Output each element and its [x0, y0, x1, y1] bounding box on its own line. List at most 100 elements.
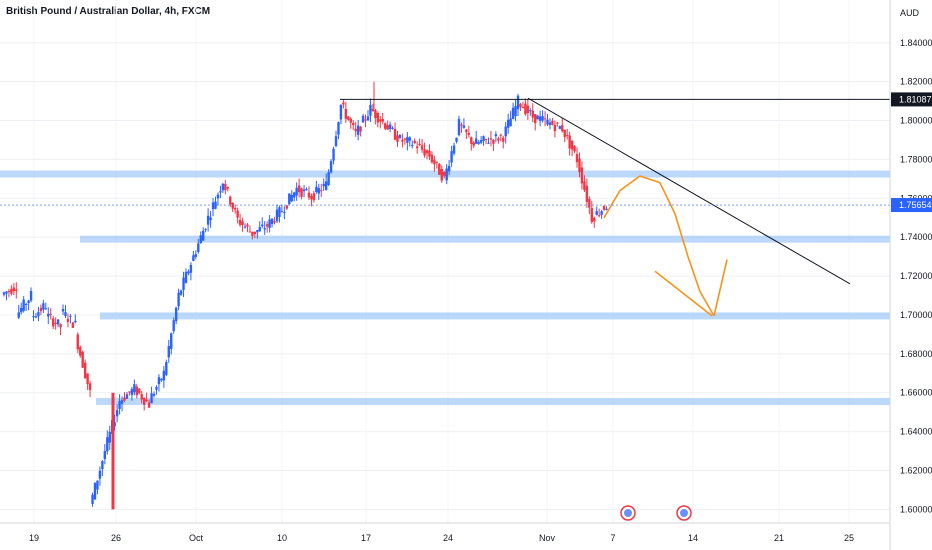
- grid-lines: [0, 0, 890, 523]
- candle-body: [79, 347, 82, 356]
- candle-body: [150, 393, 153, 404]
- candle-body: [133, 384, 136, 393]
- candle-body: [450, 151, 453, 163]
- candle-body: [556, 122, 559, 124]
- candle-body: [474, 138, 478, 144]
- candle-body: [324, 181, 328, 190]
- candle-body: [305, 189, 308, 191]
- candle-body: [113, 422, 116, 427]
- candle-body: [199, 235, 202, 244]
- candle-body: [81, 351, 84, 368]
- candle-body: [506, 119, 510, 128]
- x-tick-label: 17: [361, 533, 371, 543]
- candle-body: [125, 394, 129, 399]
- candle-body: [177, 292, 180, 307]
- candle-body: [546, 119, 549, 125]
- candle-body: [5, 291, 8, 294]
- candle-body: [470, 137, 473, 144]
- candle-body: [337, 122, 340, 135]
- candle-body: [551, 120, 554, 125]
- candle-body: [369, 104, 372, 116]
- candle-body: [295, 187, 298, 196]
- candle-body: [602, 206, 606, 210]
- candle-body: [86, 373, 89, 385]
- candle-body: [538, 116, 542, 121]
- candle-body: [452, 145, 456, 154]
- candle-body: [214, 201, 217, 209]
- candle-body: [457, 119, 461, 136]
- candle-body: [216, 194, 220, 199]
- candle-body: [98, 470, 102, 479]
- y-tick-label: 1.70000: [900, 310, 932, 320]
- candle-body: [118, 401, 121, 409]
- currency-label: AUD: [900, 8, 920, 18]
- candle-body: [423, 149, 426, 156]
- candle-body: [396, 135, 399, 142]
- candle-body: [593, 217, 596, 222]
- candle-body: [391, 127, 394, 129]
- candle-body: [288, 193, 291, 205]
- candle-body: [388, 124, 392, 129]
- candle-body: [403, 138, 407, 140]
- candle-body: [561, 125, 564, 132]
- candle-body: [460, 124, 463, 126]
- candle-body: [317, 188, 320, 194]
- projection-arrow-head-left: [654, 270, 713, 317]
- candle-body: [575, 154, 579, 163]
- candle-body: [275, 209, 279, 222]
- candle-body: [563, 129, 566, 137]
- candle-body: [56, 319, 60, 325]
- candle-body: [34, 316, 38, 318]
- candle-body: [408, 137, 411, 141]
- candle-body: [229, 196, 232, 205]
- candle-body: [479, 140, 483, 143]
- candle-body: [103, 451, 107, 460]
- candle-body: [76, 334, 79, 350]
- candle-body: [209, 217, 212, 221]
- candle-body: [2, 292, 6, 295]
- candle-body: [135, 386, 139, 396]
- candle-body: [157, 377, 161, 385]
- candle-body: [443, 171, 446, 176]
- x-tick-label: 19: [29, 533, 39, 543]
- candle-body: [278, 207, 281, 217]
- candle-body: [504, 126, 507, 137]
- candle-body: [20, 307, 23, 313]
- zone-band: [80, 235, 890, 243]
- candle-body: [170, 333, 173, 349]
- last-price-label: 1.75654: [899, 200, 932, 210]
- candle-body: [320, 190, 323, 192]
- candle-body: [37, 312, 40, 317]
- candle-body: [29, 291, 33, 301]
- candle-body: [381, 118, 384, 122]
- candle-body: [88, 383, 92, 390]
- candle-body: [197, 243, 200, 252]
- candle-body: [219, 191, 222, 193]
- candle-body: [570, 140, 574, 150]
- candle-body: [411, 145, 414, 147]
- candle-body: [179, 290, 183, 295]
- candle-body: [263, 228, 266, 230]
- candle-body: [536, 115, 539, 120]
- candle-body: [590, 208, 593, 223]
- candle-body: [61, 309, 65, 312]
- candle-body: [600, 211, 603, 215]
- candle-body: [406, 136, 409, 143]
- x-tick-label: 14: [688, 533, 698, 543]
- candle-body: [246, 224, 249, 227]
- candle-body: [497, 138, 500, 141]
- candle-body: [224, 183, 227, 191]
- candle-body: [334, 136, 338, 146]
- candle-body: [69, 315, 72, 317]
- drawings: [0, 97, 890, 317]
- event-flag-dot: [680, 509, 688, 517]
- candle-body: [438, 163, 441, 175]
- candle-body: [74, 320, 77, 323]
- resistance-price-tag: [891, 92, 932, 107]
- candle-body: [548, 122, 552, 125]
- candle-body: [484, 138, 488, 140]
- candle-body: [415, 146, 419, 149]
- candle-body: [386, 125, 389, 130]
- candle-body: [189, 264, 193, 273]
